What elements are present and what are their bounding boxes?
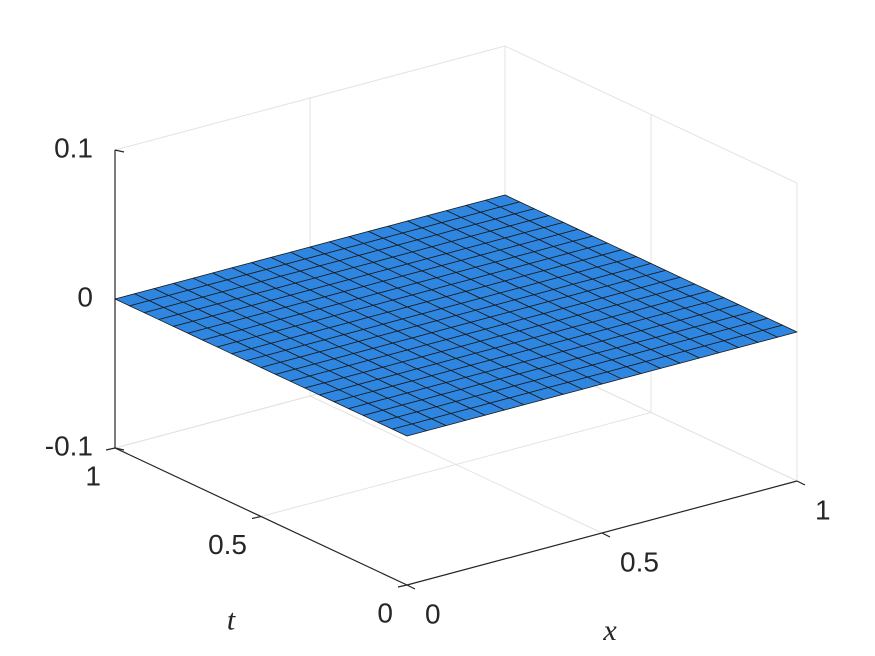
x-tick bbox=[796, 480, 806, 486]
t-tick bbox=[105, 447, 116, 451]
t-tick-label: 0 bbox=[377, 597, 393, 628]
z-tick-label: 0.1 bbox=[54, 132, 93, 163]
x-tick-label: 0 bbox=[425, 598, 441, 629]
grid-line bbox=[260, 412, 652, 517]
x-tick-label: 0.5 bbox=[620, 546, 659, 577]
x-tick-label: 1 bbox=[815, 494, 831, 525]
z-tick bbox=[114, 447, 125, 451]
t-axis-label: t bbox=[227, 603, 236, 636]
x-axis-label: x bbox=[602, 614, 617, 647]
t-tick-label: 1 bbox=[85, 460, 101, 491]
t-tick-label: 0.5 bbox=[208, 529, 247, 560]
grid-line bbox=[504, 45, 798, 184]
t-tick bbox=[251, 515, 262, 520]
t-tick bbox=[397, 584, 408, 588]
z-tick-label: -0.1 bbox=[45, 430, 93, 461]
grid-line bbox=[114, 45, 506, 151]
z-tick-label: 0 bbox=[77, 281, 93, 312]
x-tick bbox=[601, 532, 611, 538]
z-tick bbox=[114, 149, 125, 153]
x-tick bbox=[406, 584, 416, 590]
surface-cell bbox=[391, 423, 427, 437]
